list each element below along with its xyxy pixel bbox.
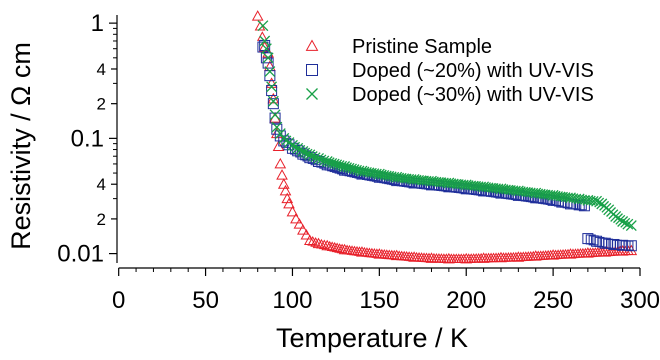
axes: 0 50 100 150 200 250 300 1 4 2 0.1 4 2 0.01 [57,10,660,314]
x-tick-label: 100 [272,287,312,314]
data-point [310,237,321,247]
y-tick-label: 2 [97,95,106,114]
data-point [286,139,298,151]
data-point [326,241,338,251]
data-point [334,160,345,171]
data-point [269,109,281,121]
y-axis-title: Resistivity / Ω cm [6,42,36,250]
data-point [568,193,579,204]
data-point [324,240,336,251]
data-point [329,241,341,252]
data-point [316,238,327,249]
y-tick-label: 0.01 [57,241,104,268]
data-point [295,144,306,155]
x-ticks: 0 50 100 150 200 250 300 [112,268,660,314]
data-point [625,220,637,232]
legend-marker [306,88,318,100]
data-point [423,252,435,263]
data-point [319,155,330,166]
y-tick-label: 4 [97,60,106,79]
data-point [316,154,327,165]
y-tick-label: 2 [97,210,106,229]
data-point [260,43,272,55]
data-point [303,234,316,245]
data-point [577,194,588,205]
x-tick-label: 250 [533,287,573,314]
y-tick-label: 1 [91,10,104,37]
data-point [334,243,345,253]
data-point [307,151,318,161]
data-point [290,141,301,152]
data-point [300,228,313,240]
y-ticks: 1 4 2 0.1 4 2 0.01 [57,10,117,268]
data-point [331,242,343,253]
legend-label: Pristine Sample [352,36,492,58]
x-tick-label: 50 [192,287,219,314]
data-point [262,52,274,64]
legend-label: Doped (~20%) with UV-VIS [352,60,594,82]
y-tick-label: 4 [97,175,106,194]
data-point [615,214,626,225]
data-point [276,169,288,180]
y-tick-label: 0.1 [71,125,104,152]
data-point [594,197,605,208]
data-point [267,98,279,110]
data-point [614,245,626,256]
data-point [266,81,278,93]
data-point [388,249,400,260]
data-point [290,212,302,224]
data-point [354,246,365,256]
data-point [588,195,599,206]
data-point [269,112,281,124]
data-point [318,239,330,250]
data-point [352,164,362,175]
legend-marker [306,64,318,76]
data-point [283,197,295,209]
x-tick-label: 150 [359,287,399,314]
data-point [336,243,348,254]
data-point [277,178,290,189]
data-point [279,184,292,196]
data-point [620,240,631,251]
data-point [286,205,299,217]
data-point [406,251,417,262]
x-tick-label: 300 [620,287,660,314]
data-point [585,195,596,206]
data-point [281,135,292,146]
data-point [313,152,324,164]
x-tick-label: 0 [112,287,125,314]
data-point [264,66,276,78]
data-point [292,142,304,154]
x-axis-title: Temperature / K [276,323,468,353]
data-point [274,157,287,169]
data-point [257,20,269,32]
data-point [300,147,311,158]
data-point [302,148,313,159]
data-point [297,224,309,235]
data-point [267,95,279,107]
series-cross [257,20,637,232]
data-point [293,218,306,229]
series-layer [251,10,638,264]
data-point [620,217,631,228]
data-point [266,85,278,97]
data-point [251,10,264,21]
legend-label: Doped (~30%) with UV-VIS [352,84,594,106]
data-point [371,248,383,258]
data-point [622,218,634,230]
legend-marker [305,39,319,51]
data-point [271,123,283,135]
data-point [307,236,319,246]
data-point [623,240,634,251]
x-tick-label: 200 [446,287,486,314]
data-point [310,152,321,163]
data-point [271,121,283,133]
data-point [259,35,271,47]
